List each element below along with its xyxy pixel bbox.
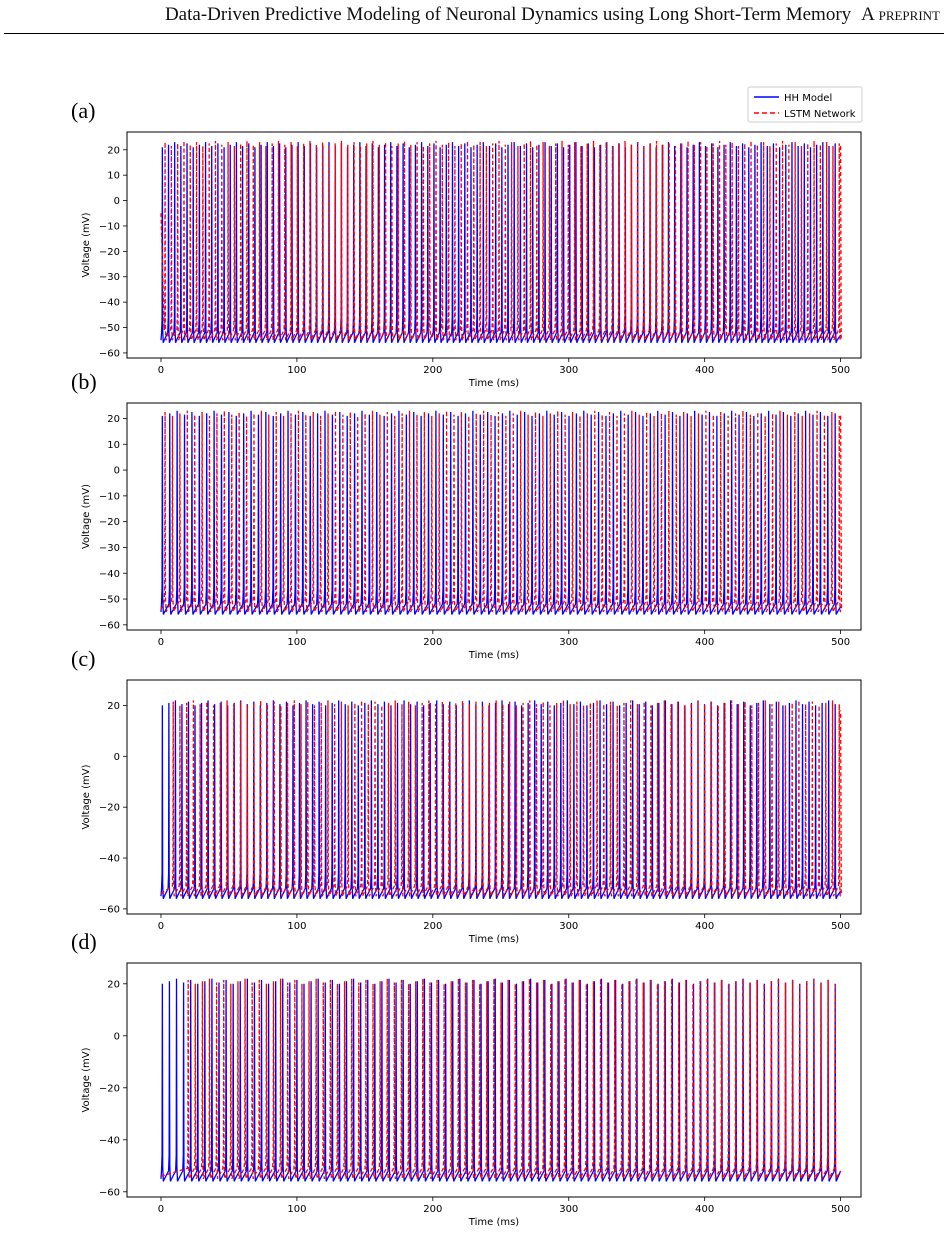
legend-label-lstm: LSTM Network: [784, 109, 856, 120]
y-tick-label: 0: [114, 752, 120, 763]
x-tick-label: 300: [559, 637, 578, 648]
x-axis-label: Time (ms): [468, 1217, 520, 1228]
y-tick-label: −20: [99, 517, 120, 528]
panels: (a)0 100 200 300 400 500−60−50−40−30−20−10010…: [71, 98, 862, 1228]
running-header: Data-Driven Predictive Modeling of Neuro…: [165, 4, 940, 26]
y-tick-label: −20: [99, 803, 120, 814]
y-tick-label: 20: [107, 145, 120, 156]
x-tick-label: 500: [831, 365, 850, 376]
x-axis-label: Time (ms): [468, 650, 520, 661]
panel-2: (b) 0 100 200 300 400 500 −60 −50 −40 −30 −20 −10 0 10…: [71, 369, 862, 661]
y-tick-label: 10: [107, 171, 120, 182]
y-tick-label: −40: [99, 298, 120, 309]
y-tick-label: 20: [107, 414, 120, 425]
y-tick-label: −50: [99, 595, 120, 606]
x-tick-label: 400: [695, 637, 714, 648]
x-tick-label: 400: [695, 1204, 714, 1215]
series-lstm-network: [160, 140, 842, 341]
x-tick-label: 300: [559, 921, 578, 932]
panel-1: (a) 0 100 200 300 400 500 −60 −50 −40 −30 −20 −10 0 10…: [71, 98, 862, 389]
x-tick-label: 300: [559, 1204, 578, 1215]
plot-area: [160, 978, 842, 1182]
x-tick-label: 0: [158, 921, 164, 932]
x-tick-label: 300: [559, 365, 578, 376]
series-hh-model: [160, 700, 842, 899]
x-tick-label: 100: [287, 365, 306, 376]
y-tick-label: −20: [99, 1083, 120, 1094]
y-tick-label: −60: [99, 1187, 120, 1198]
panel-label: (a): [71, 98, 95, 123]
x-tick-label: 100: [287, 1204, 306, 1215]
panel-label: (d): [71, 929, 97, 954]
plot-frame: [126, 962, 862, 1198]
legend-label-hh: HH Model: [784, 93, 832, 104]
y-tick-label: −60: [99, 904, 120, 915]
panel-3: (c) 0 100 200 300 400 500 −60 −40 −20 0 20 Time (ms)…: [71, 646, 862, 945]
y-tick-label: −40: [99, 854, 120, 865]
series-hh-model: [160, 978, 842, 1182]
plot-area: [160, 410, 843, 615]
y-tick-label: −10: [99, 491, 120, 502]
plot-frame: [126, 131, 862, 359]
x-tick-label: 200: [423, 365, 442, 376]
x-tick-label: 400: [695, 921, 714, 932]
y-tick-label: −60: [99, 620, 120, 631]
series-hh-model: [160, 410, 842, 615]
plot-area: [160, 140, 842, 343]
panel-label: (c): [71, 646, 95, 671]
y-tick-label: 0: [114, 466, 120, 477]
legend-frame: [747, 86, 863, 123]
plot-frame: [126, 402, 862, 631]
header-tag: A preprint: [861, 4, 940, 25]
x-tick-label: 500: [831, 637, 850, 648]
legend: HH Model LSTM Network: [747, 86, 863, 123]
header-rule: [4, 33, 944, 34]
panel-label: (b): [71, 369, 97, 394]
page-header: Data-Driven Predictive Modeling of Neuro…: [0, 0, 948, 36]
x-tick-label: 100: [287, 921, 306, 932]
series-lstm-network: [160, 700, 842, 897]
y-tick-label: 0: [114, 1031, 120, 1042]
x-axis-label: Time (ms): [468, 378, 520, 389]
y-tick-label: −50: [99, 323, 120, 334]
x-tick-label: 0: [158, 637, 164, 648]
x-tick-label: 100: [287, 637, 306, 648]
y-tick-label: −60: [99, 348, 120, 359]
y-tick-label: −10: [99, 221, 120, 232]
y-axis-label: Voltage (mV): [81, 764, 92, 829]
x-tick-label: 0: [158, 365, 164, 376]
x-tick-label: 500: [831, 921, 850, 932]
x-tick-label: 200: [423, 637, 442, 648]
y-tick-label: 10: [107, 440, 120, 451]
series-lstm-network: [160, 410, 843, 613]
x-tick-label: 200: [423, 1204, 442, 1215]
y-axis-label: Voltage (mV): [81, 484, 92, 549]
y-tick-label: −20: [99, 247, 120, 258]
x-tick-label: 500: [831, 1204, 850, 1215]
y-tick-label: 20: [107, 979, 120, 990]
y-tick-label: −30: [99, 272, 120, 283]
x-axis-label: Time (ms): [468, 934, 520, 945]
x-tick-label: 400: [695, 365, 714, 376]
plot-area: [160, 700, 842, 899]
y-tick-label: −40: [99, 1135, 120, 1146]
y-axis-label: Voltage (mV): [81, 1047, 92, 1112]
x-tick-label: 200: [423, 921, 442, 932]
series-lstm-network: [160, 978, 842, 1180]
header-title: Data-Driven Predictive Modeling of Neuro…: [164, 4, 852, 25]
y-axis-label: Voltage (mV): [81, 212, 92, 277]
y-tick-label: 0: [114, 196, 120, 207]
panel-4: (d) 0 100 200 300 400 500 −60 −40 −20 0 20 Time (ms)…: [71, 929, 862, 1228]
y-tick-label: 20: [107, 701, 120, 712]
y-tick-label: −30: [99, 543, 120, 554]
plot-frame: [126, 679, 862, 915]
x-tick-label: 0: [158, 1204, 164, 1215]
y-tick-label: −40: [99, 569, 120, 580]
